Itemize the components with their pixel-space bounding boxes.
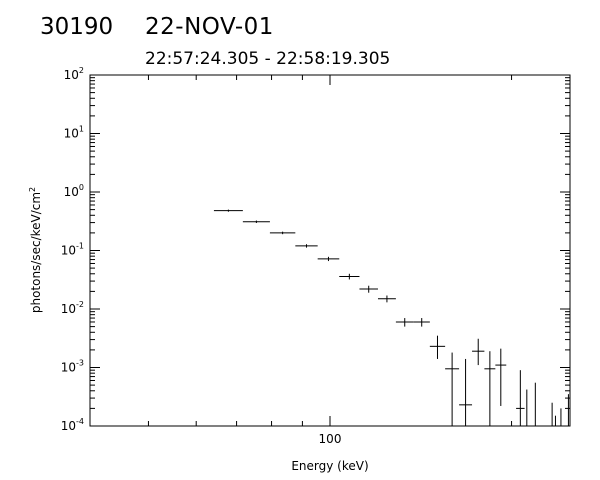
data-point	[516, 370, 525, 426]
data-point	[377, 295, 396, 303]
data-point	[213, 209, 243, 212]
data-point	[495, 348, 507, 406]
y-tick-label: 101	[64, 125, 84, 141]
data-point	[339, 273, 360, 280]
data-point	[484, 351, 496, 426]
y-tick-labels: 10-4 10-3 10-2 10-1 100 101 102	[61, 66, 84, 433]
plot-frame	[89, 74, 571, 427]
y-tick-label: 10-3	[61, 359, 84, 375]
data-point	[242, 220, 270, 224]
data-point	[429, 335, 446, 359]
data-point	[359, 285, 378, 293]
y-axis-label-superscript: 2	[28, 187, 37, 192]
data-point	[472, 338, 485, 366]
data-point	[413, 318, 430, 327]
data-point	[295, 244, 318, 248]
x-axis-label: Energy (keV)	[291, 459, 368, 473]
y-tick-label: 102	[64, 66, 84, 82]
data-point	[395, 318, 414, 327]
x-tick-label: 100	[319, 432, 342, 446]
observation-id: 30190	[40, 14, 114, 40]
data-point	[317, 256, 340, 262]
data-point	[459, 358, 473, 426]
y-tick-label: 10-1	[61, 242, 84, 258]
data-point	[445, 352, 460, 426]
data-point	[269, 231, 296, 235]
axis-ticks	[90, 74, 570, 427]
y-tick-label: 10-2	[61, 300, 84, 316]
observation-date: 22-NOV-01	[145, 14, 274, 40]
y-axis-label: photons/sec/keV/cm2	[28, 187, 43, 313]
x-tick-labels: 100	[319, 432, 342, 446]
y-tick-label: 10-4	[61, 417, 84, 433]
y-tick-label: 100	[64, 183, 84, 199]
data-points	[213, 209, 569, 426]
time-range: 22:57:24.305 - 22:58:19.305	[145, 49, 391, 69]
y-axis-label-text: photons/sec/keV/cm	[29, 192, 43, 313]
